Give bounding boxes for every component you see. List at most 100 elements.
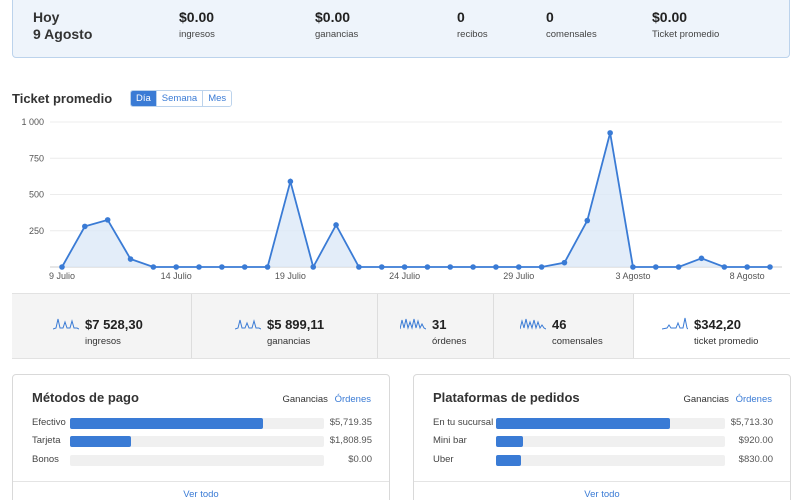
- row-amount: $920.00: [738, 435, 773, 446]
- data-point: [767, 264, 773, 270]
- data-point: [82, 223, 88, 230]
- data-point: [744, 264, 750, 270]
- stat-value: 31: [432, 317, 447, 332]
- bar-track: [70, 418, 324, 429]
- today-stat-label: recibos: [457, 29, 488, 40]
- bar-fill: [496, 418, 671, 429]
- view-all-link[interactable]: Ver todo: [13, 481, 389, 500]
- x-tick-label: 19 Julio: [275, 271, 306, 281]
- data-point: [378, 264, 385, 270]
- data-point: [561, 259, 568, 266]
- stat-label: órdenes: [432, 336, 467, 347]
- stat-value: 46: [552, 317, 567, 332]
- payment-row: Efectivo $5,719.35: [32, 417, 372, 429]
- stat-value: $7 528,30: [85, 317, 143, 332]
- today-date: Hoy 9 Agosto: [33, 9, 92, 43]
- x-tick-label: 3 Agosto: [615, 271, 650, 281]
- row-label: Bonos: [32, 454, 59, 465]
- x-tick-label: 24 Julio: [389, 271, 420, 281]
- range-week-button[interactable]: Semana: [155, 91, 203, 106]
- stat-value: $5 899,11: [267, 317, 325, 332]
- sparkline-icon: [235, 319, 261, 330]
- bar-fill: [496, 436, 524, 447]
- today-stat-ticket-promedio: $0.00 Ticket promedio: [652, 9, 719, 40]
- today-stat-label: ingresos: [179, 29, 215, 40]
- bar-track: [496, 455, 725, 466]
- stat-comensales[interactable]: 46 comensales: [494, 294, 634, 358]
- stat-label: comensales: [552, 336, 603, 347]
- sparkline-icon: [400, 318, 426, 330]
- y-tick-label: 1 000: [21, 117, 44, 127]
- row-amount: $5,719.35: [329, 417, 372, 428]
- row-label: Uber: [433, 454, 454, 465]
- today-stat-comensales: 0 comensales: [546, 9, 597, 40]
- card-tabs: Ganancias Órdenes: [283, 394, 372, 405]
- data-point: [264, 264, 271, 270]
- view-all-link[interactable]: Ver todo: [414, 481, 790, 500]
- data-point: [698, 255, 705, 262]
- today-stat-value: 0: [457, 9, 465, 25]
- stat-ordenes[interactable]: 31 órdenes: [378, 294, 494, 358]
- series-line: [61, 132, 770, 270]
- data-point: [310, 264, 317, 270]
- order-platforms-card: Plataformas de pedidos Ganancias Órdenes…: [413, 374, 791, 500]
- stat-ticket-promedio[interactable]: $342,20 ticket promedio: [634, 294, 790, 358]
- stat-label: ticket promedio: [694, 336, 759, 347]
- row-label: Mini bar: [433, 435, 467, 446]
- tab-ganancias[interactable]: Ganancias: [282, 394, 328, 405]
- stats-strip: $7 528,30 ingresos $5 899,11 ganancias 3…: [12, 293, 790, 359]
- stat-label: ingresos: [85, 336, 121, 347]
- tab-ordenes[interactable]: Órdenes: [735, 394, 772, 405]
- data-point: [515, 264, 522, 270]
- stat-ganancias[interactable]: $5 899,11 ganancias: [192, 294, 378, 358]
- today-stat-label: Ticket promedio: [652, 29, 720, 40]
- today-stat-value: $0.00: [652, 9, 688, 25]
- data-point: [287, 178, 294, 185]
- tab-ordenes[interactable]: Órdenes: [334, 394, 371, 405]
- range-day-button[interactable]: Día: [131, 91, 156, 106]
- y-tick-label: 750: [29, 153, 44, 163]
- data-point: [173, 264, 179, 270]
- card-tabs: Ganancias Órdenes: [684, 394, 773, 405]
- range-month-button[interactable]: Mes: [202, 91, 232, 106]
- data-point: [401, 264, 408, 270]
- data-point: [584, 217, 591, 224]
- ticket-promedio-chart: 250 500 750 1 000 9 Julio 14 Julio 19 Julio 24 …: [21, 117, 782, 281]
- stat-label: ganancias: [267, 336, 311, 347]
- data-point: [196, 264, 202, 270]
- today-stat-label: comensales: [546, 29, 597, 40]
- card-title: Métodos de pago: [32, 390, 139, 405]
- today-stat-value: $0.00: [179, 9, 215, 25]
- today-stat-value: 0: [546, 9, 554, 25]
- bar-track: [70, 436, 324, 447]
- platform-row: Mini bar $920.00: [433, 435, 773, 447]
- payment-row: Bonos $0.00: [32, 454, 372, 466]
- data-point: [493, 264, 499, 270]
- data-point: [241, 264, 248, 270]
- payment-methods-card: Métodos de pago Ganancias Órdenes Efecti…: [12, 374, 390, 500]
- x-tick-label: 29 Julio: [503, 271, 534, 281]
- row-label: Tarjeta: [32, 435, 61, 446]
- today-summary-bar: Hoy 9 Agosto $0.00 ingresos $0.00 gananc…: [12, 0, 790, 58]
- data-point: [538, 264, 545, 270]
- data-point: [721, 264, 728, 270]
- x-tick-label: 9 Julio: [49, 271, 75, 281]
- data-point: [127, 256, 134, 262]
- stat-ingresos[interactable]: $7 528,30 ingresos: [12, 294, 192, 358]
- row-amount: $0.00: [348, 454, 372, 465]
- tab-ganancias[interactable]: Ganancias: [683, 394, 729, 405]
- today-stat-label: ganancias: [315, 29, 359, 40]
- data-point: [607, 130, 613, 136]
- data-point: [675, 264, 682, 270]
- data-point: [424, 264, 431, 270]
- sparkline-icon: [520, 318, 546, 330]
- data-point: [59, 264, 65, 270]
- bar-fill: [496, 455, 522, 466]
- y-tick-label: 500: [29, 190, 44, 200]
- bar-track: [496, 436, 725, 447]
- sparkline-icon: [662, 317, 688, 330]
- data-point: [470, 264, 476, 270]
- x-tick-label: 8 Agosto: [730, 271, 765, 281]
- today-stat-ingresos: $0.00 ingresos: [179, 9, 215, 40]
- row-label: En tu sucursal: [433, 417, 494, 428]
